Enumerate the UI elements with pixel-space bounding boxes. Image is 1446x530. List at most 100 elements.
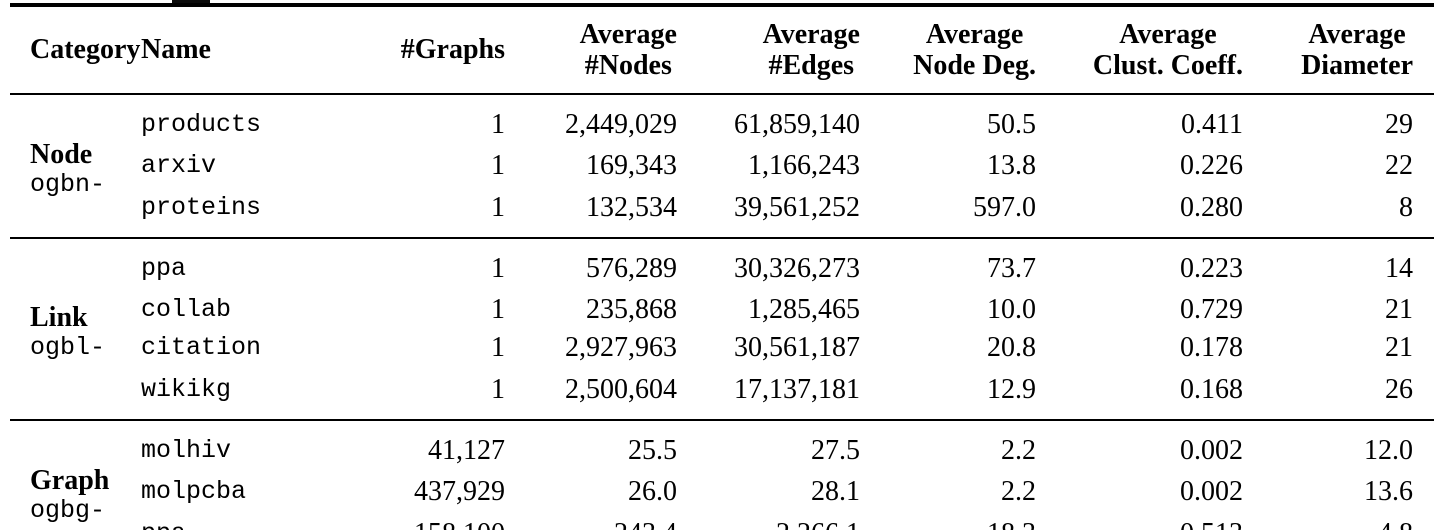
table-row: molpcba 437,929 26.0 28.1 2.2 0.002 13.6	[10, 473, 1434, 511]
avg-nodes: 2,449,029	[565, 108, 677, 140]
category-prefix: ogbg-	[30, 495, 106, 525]
avg-node-deg: 10.0	[987, 294, 1036, 325]
avg-node-deg: 13.8	[987, 150, 1036, 181]
avg-edges: 1,166,243	[748, 150, 860, 181]
col-header-avg-nodes: Average #Nodes	[579, 18, 677, 81]
avg-diameter: 21	[1385, 294, 1413, 325]
num-graphs: 1	[491, 150, 505, 181]
avg-nodes: 235,868	[586, 294, 677, 325]
col-header-avg-edges: Average #Edges	[762, 18, 860, 81]
dataset-name: collab	[141, 295, 232, 324]
avg-edges: 30,561,187	[734, 332, 860, 363]
avg-nodes: 132,534	[586, 191, 677, 223]
num-graphs: 41,127	[428, 434, 505, 466]
table-row: citation 1 2,927,963 30,561,187 20.8 0.1…	[10, 329, 1434, 367]
col-header-name: Name	[141, 34, 211, 65]
category-cell: Node ogbn-	[10, 94, 141, 238]
table-row: collab 1 235,868 1,285,465 10.0 0.729 21	[10, 291, 1434, 329]
dataset-statistics-table: Category Name #Graphs Average #Nodes Aver…	[10, 3, 1434, 530]
dataset-name: arxiv	[141, 151, 217, 180]
avg-clust-coeff: 0.002	[1180, 434, 1243, 466]
dataset-name: proteins	[141, 192, 262, 222]
num-graphs: 158,100	[325, 511, 505, 530]
avg-edges: 61,859,140	[734, 108, 860, 140]
avg-diameter: 4.8	[1243, 511, 1434, 530]
avg-node-deg: 2.2	[1001, 434, 1036, 466]
col-header-avg-clust-coeff: Average Clust. Coeff.	[1092, 18, 1243, 81]
avg-edges: 39,561,252	[734, 191, 860, 223]
avg-diameter: 22	[1385, 150, 1413, 181]
avg-nodes: 2,500,604	[565, 373, 677, 405]
avg-node-deg: 12.9	[987, 373, 1036, 405]
group-link: Link ogbl- ppa 1 576,289 30,326,273 73.7…	[10, 238, 1434, 420]
table-row: Graph ogbg- molhiv 41,127 25.5 27.5 2.2 …	[10, 420, 1434, 525]
col-header-avg-node-deg: Average Node Deg.	[913, 18, 1036, 81]
table-row: Node ogbn- products 1 2,449,029 61,859,1…	[10, 94, 1434, 199]
table-header: Category Name #Graphs Average #Nodes Aver…	[10, 5, 1434, 94]
dataset-name: ppa	[141, 511, 325, 530]
avg-node-deg: 50.5	[987, 108, 1036, 140]
category-label: Node	[30, 138, 93, 170]
table-row: wikikg 1 2,500,604 17,137,181 12.9 0.168…	[10, 367, 1434, 420]
category-cell: Graph ogbg-	[10, 420, 141, 530]
avg-diameter: 13.6	[1364, 476, 1413, 507]
avg-diameter: 26	[1385, 373, 1413, 405]
avg-nodes: 2,927,963	[565, 332, 677, 363]
num-graphs: 1	[491, 252, 505, 284]
category-prefix: ogbn-	[30, 169, 106, 199]
avg-nodes: 169,343	[586, 150, 677, 181]
avg-node-deg: 18.3	[860, 511, 1036, 530]
col-header-category: Category	[30, 34, 141, 65]
num-graphs: 1	[491, 332, 505, 363]
group-node: Node ogbn- products 1 2,449,029 61,859,1…	[10, 94, 1434, 238]
avg-clust-coeff: 0.223	[1180, 252, 1243, 284]
table-row: arxiv 1 169,343 1,166,243 13.8 0.226 22	[10, 147, 1434, 185]
avg-node-deg: 597.0	[973, 191, 1036, 223]
dataset-name: products	[141, 109, 262, 139]
num-graphs: 1	[491, 108, 505, 140]
col-header-graphs: #Graphs	[400, 34, 505, 65]
num-graphs: 1	[491, 191, 505, 223]
avg-clust-coeff: 0.226	[1180, 150, 1243, 181]
avg-node-deg: 73.7	[987, 252, 1036, 284]
avg-edges: 28.1	[811, 476, 860, 507]
dataset-name: citation	[141, 333, 262, 362]
avg-nodes: 243.4	[505, 511, 677, 530]
avg-clust-coeff: 0.002	[1180, 476, 1243, 507]
category-cell: Link ogbl-	[10, 238, 141, 420]
table-row: proteins 1 132,534 39,561,252 597.0 0.28…	[10, 185, 1434, 238]
dataset-name: wikikg	[141, 374, 232, 404]
avg-edges: 27.5	[811, 434, 860, 466]
avg-edges: 1,285,465	[748, 294, 860, 325]
group-graph: Graph ogbg- molhiv 41,127 25.5 27.5 2.2 …	[10, 420, 1434, 530]
dataset-name: ppa	[141, 253, 187, 283]
num-graphs: 1	[491, 373, 505, 405]
avg-nodes: 576,289	[586, 252, 677, 284]
avg-diameter: 8	[1399, 191, 1413, 223]
avg-edges: 2,266.1	[677, 511, 860, 530]
avg-diameter: 21	[1385, 332, 1413, 363]
dataset-name: molpcba	[141, 477, 247, 506]
avg-clust-coeff: 0.168	[1180, 373, 1243, 405]
category-label: Graph	[30, 464, 110, 496]
avg-diameter: 12.0	[1364, 434, 1413, 466]
category-prefix: ogbl-	[30, 332, 106, 362]
category-label: Link	[30, 301, 88, 333]
avg-nodes: 25.5	[628, 434, 677, 466]
col-header-avg-diameter: Average Diameter	[1301, 18, 1413, 81]
table-row: Link ogbl- ppa 1 576,289 30,326,273 73.7…	[10, 238, 1434, 362]
dataset-name: molhiv	[141, 435, 232, 465]
avg-node-deg: 20.8	[987, 332, 1036, 363]
avg-edges: 30,326,273	[734, 252, 860, 284]
avg-diameter: 14	[1385, 252, 1413, 284]
avg-clust-coeff: 0.280	[1180, 191, 1243, 223]
avg-clust-coeff: 0.729	[1180, 294, 1243, 325]
avg-clust-coeff: 0.513	[1036, 511, 1243, 530]
table-row: ppa 158,100 243.4 2,266.1 18.3 0.513 4.8	[10, 511, 1434, 530]
avg-node-deg: 2.2	[1001, 476, 1036, 507]
avg-clust-coeff: 0.411	[1181, 108, 1243, 140]
num-graphs: 437,929	[414, 476, 505, 507]
avg-clust-coeff: 0.178	[1180, 332, 1243, 363]
avg-diameter: 29	[1385, 108, 1413, 140]
